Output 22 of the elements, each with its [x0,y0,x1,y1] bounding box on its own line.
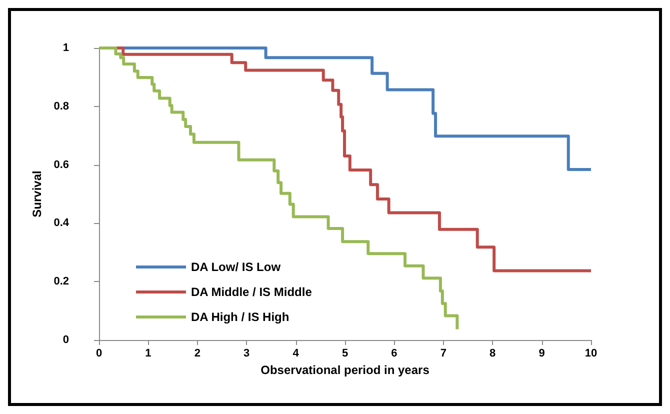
x-tick-label: 7 [440,348,446,360]
x-tick-label: 4 [292,348,300,360]
y-tick-label: 0.2 [54,276,69,288]
x-tick-label: 3 [244,348,250,360]
x-tick-label: 0 [96,348,102,360]
y-axis-title: Survival [30,170,44,218]
y-tick-label: 1 [62,42,69,54]
y-tick-label: 0.8 [54,100,69,112]
legend-label: DA Low/ IS Low [191,260,282,274]
x-tick-label: 1 [145,348,152,360]
y-tick-label: 0.6 [54,158,69,171]
x-tick-label: 5 [342,348,348,360]
x-axis-title: Observational period in years [260,362,430,377]
x-tick-label: 8 [490,348,496,360]
x-tick-label: 2 [194,348,200,360]
x-tick-label: 6 [391,348,398,360]
legend-label: DA High / IS High [191,310,290,324]
legend-label: DA Middle / IS Middle [191,285,312,299]
y-tick-label: 0.4 [54,217,70,230]
y-tick-label: 0 [62,334,69,346]
x-tick-label: 9 [538,348,545,360]
x-tick-label: 10 [584,348,598,360]
